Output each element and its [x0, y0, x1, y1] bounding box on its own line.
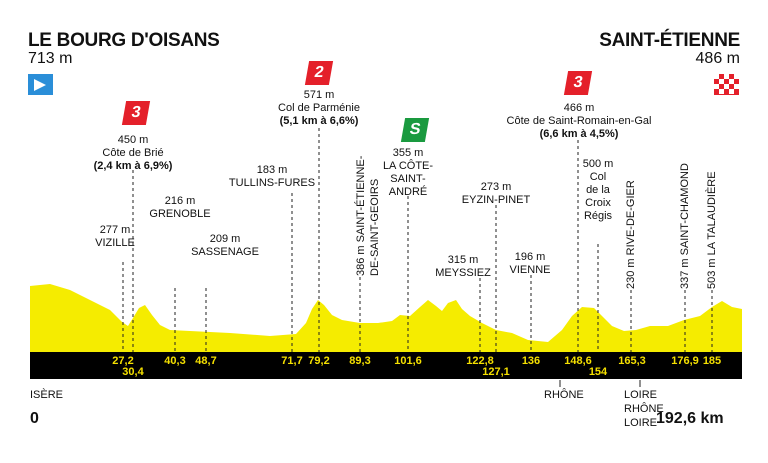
- sprint-name-line: ANDRÉ: [388, 186, 428, 198]
- distance-total: 192,6 km: [656, 410, 724, 427]
- km-mark: 48,7: [195, 355, 217, 367]
- km-mark: 165,3: [618, 355, 646, 367]
- start-flag-icon: [28, 74, 53, 95]
- sprint-name-line: LA CÔTE-: [382, 160, 434, 172]
- town-name: SASSENAGE: [191, 246, 259, 258]
- climb-detail: (2,4 km à 6,9%): [93, 160, 173, 172]
- town-alt: 273 m: [480, 181, 512, 193]
- town-alt: 209 m: [209, 233, 241, 245]
- region-isere: ISÈRE: [30, 389, 64, 401]
- climb-name: Col de Parménie: [278, 102, 360, 114]
- climb-name-line: de la: [586, 184, 610, 196]
- climb-label-brie: 450 m Côte de Brié (2,4 km à 6,9%): [83, 134, 183, 173]
- climb-detail: (6,6 km à 4,5%): [539, 128, 619, 140]
- climb-label-croix-regis: 500 m Col de la Croix Régis: [571, 158, 625, 223]
- km-mark: 176,9: [671, 355, 699, 367]
- distance-start: 0: [30, 410, 39, 427]
- km-mark: 27,2: [112, 355, 134, 367]
- town-alt: 196 m: [514, 251, 546, 263]
- climb-label-parmenie: 571 m Col de Parménie (5,1 km à 6,6%): [264, 89, 374, 128]
- km-mark: 148,6: [564, 355, 592, 367]
- town-label-tullins: 183 m TULLINS-FURES: [217, 164, 327, 190]
- region-loire: LOIRE: [624, 389, 658, 401]
- town-name: VIENNE: [509, 264, 551, 276]
- climb-alt: 450 m: [117, 134, 149, 146]
- km-mark: 79,2: [308, 355, 330, 367]
- climb-alt: 571 m: [303, 89, 335, 101]
- start-altitude: 713 m: [28, 50, 73, 67]
- town-alt: 315 m: [447, 254, 479, 266]
- climb-detail: (5,1 km à 6,6%): [279, 115, 359, 127]
- finish-flag-icon: [714, 74, 739, 95]
- km-mark: 89,3: [349, 355, 371, 367]
- km-mark: 122,8: [466, 355, 494, 367]
- elevation-profile: [30, 284, 742, 352]
- town-label-vizille: 277 m VIZILLE: [85, 224, 145, 250]
- region-rhone: RHÔNE: [544, 389, 584, 401]
- town-label-sassenage: 209 m SASSENAGE: [185, 233, 265, 259]
- town-name: EYZIN-PINET: [461, 194, 531, 206]
- climb-label-saint-romain: 466 m Côte de Saint-Romain-en-Gal (6,6 k…: [494, 102, 664, 141]
- town-alt: 183 m: [256, 164, 288, 176]
- sprint-name-line: SAINT-: [390, 173, 426, 185]
- town-label-vienne: 196 m VIENNE: [500, 251, 560, 277]
- town-label-grenoble: 216 m GRENOBLE: [145, 195, 215, 221]
- leader-lines: [122, 128, 713, 352]
- km-mark: 30,4: [122, 366, 144, 378]
- km-mark: 40,3: [164, 355, 186, 367]
- sprint-label: 355 m LA CÔTE- SAINT- ANDRÉ: [378, 147, 438, 199]
- climb-name: Côte de Saint-Romain-en-Gal: [506, 115, 652, 127]
- km-mark: 185: [702, 355, 722, 367]
- region-loire-2: LOIRE: [624, 417, 658, 429]
- km-mark: 71,7: [281, 355, 303, 367]
- town-label-eyzin: 273 m EYZIN-PINET: [456, 181, 536, 207]
- town-alt: 277 m: [99, 224, 131, 236]
- town-alt: 500 m: [582, 158, 614, 170]
- finish-city: SAINT-ÉTIENNE: [599, 30, 740, 51]
- start-city: LE BOURG D'OISANS: [28, 30, 220, 51]
- km-mark: 101,6: [394, 355, 422, 367]
- km-mark: 154: [588, 366, 608, 378]
- sprint-alt: 355 m: [392, 147, 424, 159]
- km-band: [30, 352, 742, 379]
- climb-name-line: Régis: [583, 210, 613, 222]
- town-alt: 216 m: [164, 195, 196, 207]
- town-name: VIZILLE: [95, 237, 135, 249]
- town-label-meyssiez: 315 m MEYSSIEZ: [428, 254, 498, 280]
- town-name: GRENOBLE: [149, 208, 211, 220]
- region-rhone-2: RHÔNE: [624, 403, 664, 415]
- climb-name-line: Croix: [585, 197, 611, 209]
- climb-name-line: Col: [589, 171, 607, 183]
- climb-alt: 466 m: [563, 102, 595, 114]
- climb-name: Côte de Brié: [102, 147, 164, 159]
- km-mark: 127,1: [482, 366, 510, 378]
- town-name: MEYSSIEZ: [435, 267, 491, 279]
- finish-altitude: 486 m: [695, 50, 740, 67]
- town-name: TULLINS-FURES: [228, 177, 316, 189]
- km-mark: 136: [521, 355, 541, 367]
